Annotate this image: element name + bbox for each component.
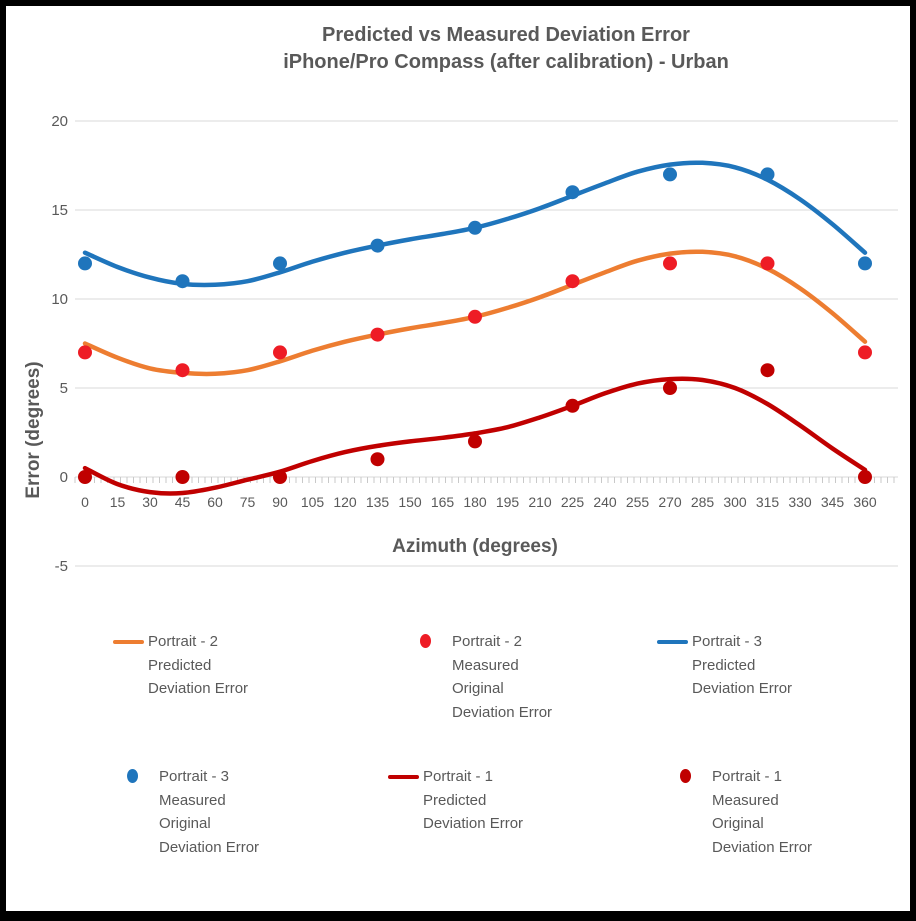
legend-label: Deviation Error	[423, 815, 524, 832]
svg-text:345: 345	[821, 494, 845, 510]
y-axis-tick-labels: 20 15 10 5 0 -5	[51, 113, 68, 575]
svg-text:75: 75	[240, 494, 256, 510]
x-axis-tick-labels: 0 15 30 45 60 75 90 105 120 135 150 165 180 195 210 225…	[81, 494, 877, 510]
svg-text:0: 0	[81, 494, 89, 510]
orange-line-swatch-icon	[113, 640, 144, 644]
svg-text:15: 15	[51, 202, 68, 219]
svg-text:165: 165	[431, 494, 455, 510]
legend-label: Portrait - 3	[692, 633, 763, 650]
svg-text:5: 5	[60, 380, 68, 397]
legend-label: Original	[452, 680, 504, 697]
legend-label: Original	[159, 815, 211, 832]
legend-label: Deviation Error	[692, 680, 793, 697]
svg-text:20: 20	[51, 113, 68, 130]
svg-text:135: 135	[366, 494, 390, 510]
x-axis-ticks	[74, 477, 895, 483]
svg-text:195: 195	[496, 494, 520, 510]
svg-text:0: 0	[60, 469, 68, 486]
svg-text:-5: -5	[55, 558, 68, 575]
svg-text:45: 45	[175, 494, 191, 510]
chart-title-line-2: iPhone/Pro Compass (after calibration) -…	[283, 51, 729, 73]
legend-label: Deviation Error	[159, 838, 260, 856]
svg-text:90: 90	[272, 494, 288, 510]
svg-text:120: 120	[333, 494, 357, 510]
svg-text:15: 15	[110, 494, 126, 510]
svg-text:225: 225	[561, 494, 585, 510]
svg-text:60: 60	[207, 494, 223, 510]
legend-label: Portrait - 1	[423, 768, 494, 785]
svg-text:300: 300	[723, 494, 747, 510]
legend-item-portrait-1-measured: Portrait - 1 Measured Original Deviation…	[680, 765, 812, 859]
svg-text:330: 330	[788, 494, 812, 510]
legend-item-portrait-3-measured: Portrait - 3 Measured Original Deviation…	[127, 765, 259, 859]
legend-label: Deviation Error	[452, 703, 553, 721]
legend-label: Measured	[159, 791, 226, 809]
legend-label: Portrait - 2	[452, 633, 523, 650]
gridlines	[75, 120, 898, 567]
legend-label: Portrait - 1	[712, 768, 783, 785]
svg-text:105: 105	[301, 494, 325, 510]
red-dot-swatch-icon	[420, 634, 431, 648]
svg-text:255: 255	[626, 494, 650, 510]
legend-label: Original	[712, 815, 764, 832]
legend-item-portrait-2-predicted: Portrait - 2 Predicted Deviation Error	[113, 630, 248, 701]
svg-text:150: 150	[398, 494, 422, 510]
svg-text:30: 30	[142, 494, 158, 510]
svg-text:210: 210	[528, 494, 552, 510]
legend-label: Measured	[712, 791, 779, 809]
svg-text:315: 315	[756, 494, 780, 510]
legend-item-portrait-3-predicted: Portrait - 3 Predicted Deviation Error	[657, 630, 792, 701]
svg-text:10: 10	[51, 291, 68, 308]
legend-label: Predicted	[148, 656, 212, 674]
legend-label: Portrait - 2	[148, 633, 219, 650]
chart-title-line-1: Predicted vs Measured Deviation Error	[322, 24, 690, 46]
dark-red-dot-swatch-icon	[680, 769, 691, 783]
x-axis-title: Azimuth (degrees)	[392, 536, 558, 557]
chart-title: Predicted vs Measured Deviation Error iP…	[96, 22, 916, 76]
svg-text:360: 360	[853, 494, 877, 510]
legend-label: Portrait - 3	[159, 768, 230, 785]
svg-text:270: 270	[658, 494, 682, 510]
dark-red-line-swatch-icon	[388, 775, 419, 779]
blue-dot-swatch-icon	[127, 769, 138, 783]
measured-points	[78, 167, 872, 484]
svg-text:240: 240	[593, 494, 617, 510]
svg-text:180: 180	[463, 494, 487, 510]
legend-item-portrait-2-measured: Portrait - 2 Measured Original Deviation…	[420, 630, 552, 724]
svg-text:285: 285	[691, 494, 715, 510]
legend-label: Measured	[452, 656, 519, 674]
legend-label: Deviation Error	[148, 680, 249, 697]
y-axis-title: Error (degrees)	[23, 361, 44, 499]
legend-label: Predicted	[423, 791, 487, 809]
legend-label: Predicted	[692, 656, 756, 674]
legend-item-portrait-1-predicted: Portrait - 1 Predicted Deviation Error	[388, 765, 523, 836]
legend-label: Deviation Error	[712, 838, 813, 856]
blue-line-swatch-icon	[657, 640, 688, 644]
